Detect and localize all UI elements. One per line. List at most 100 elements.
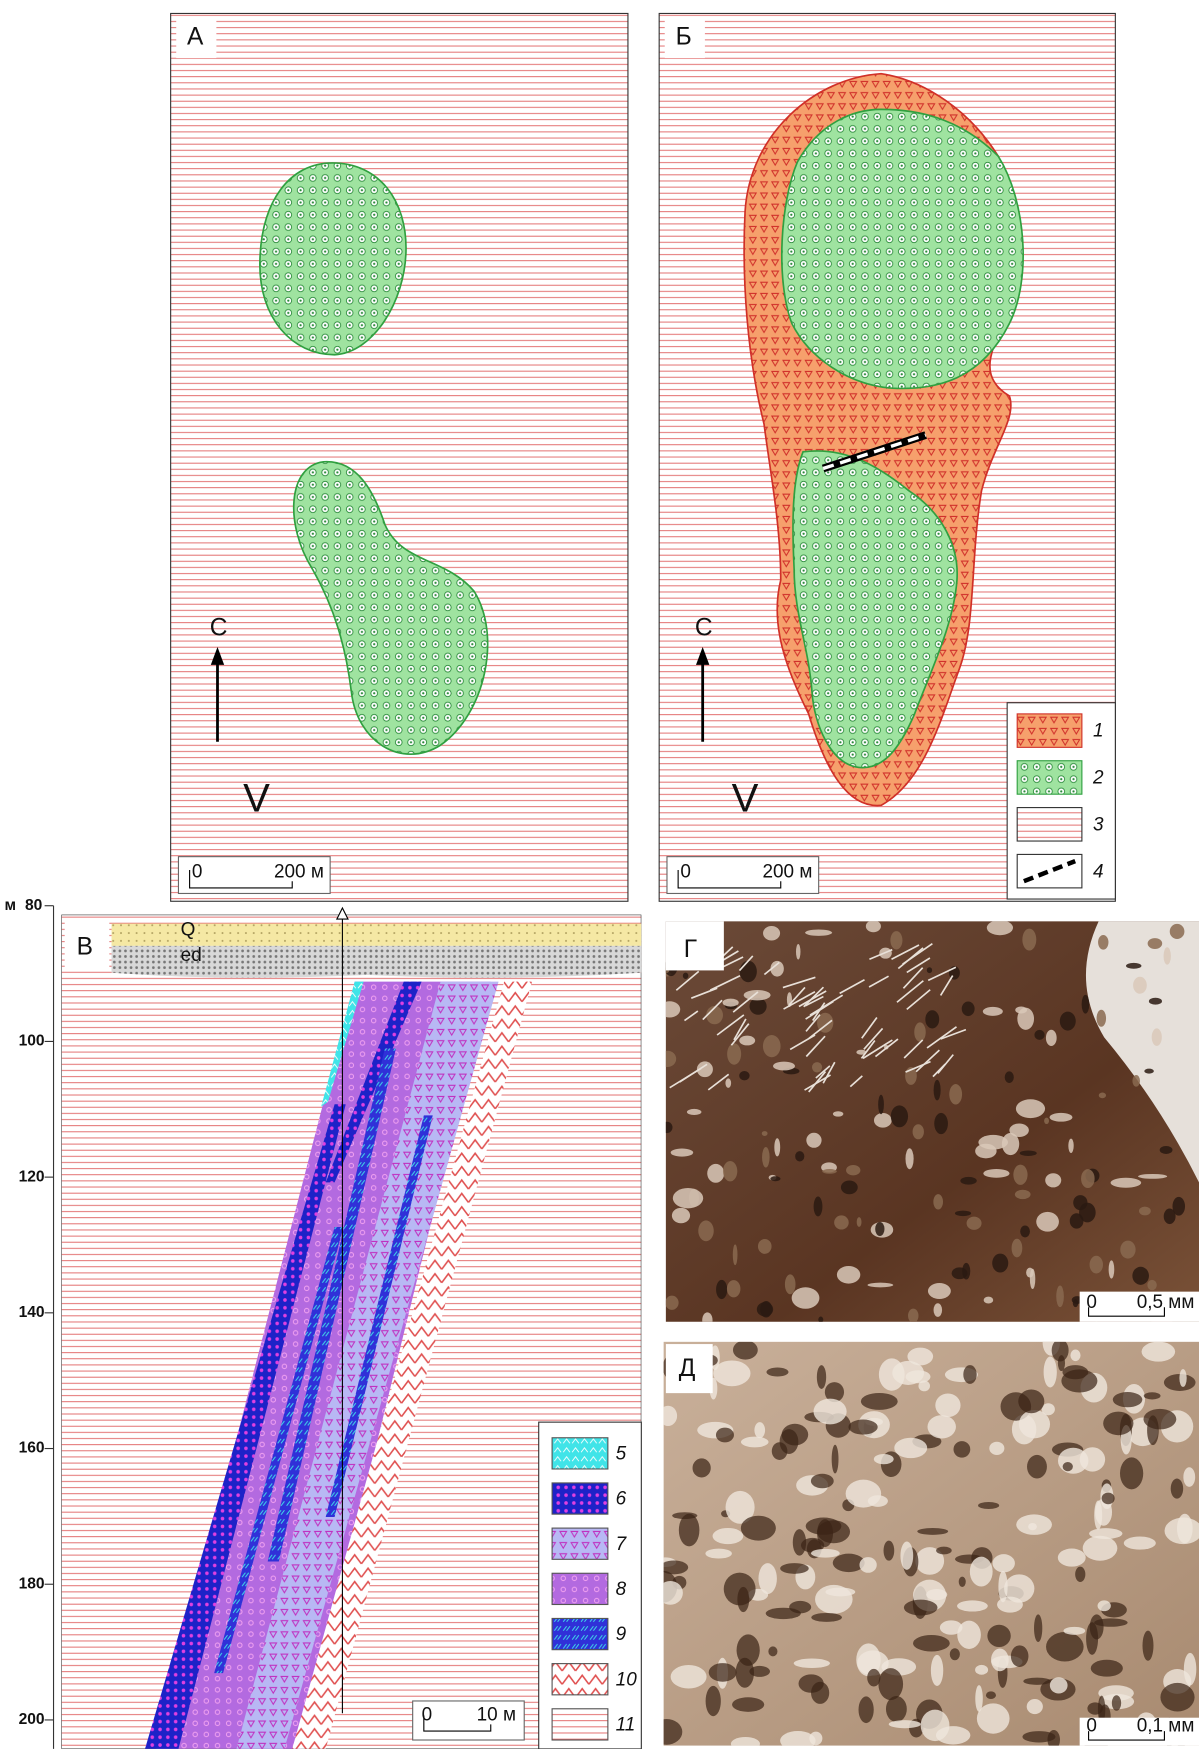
- grain: [1094, 1500, 1102, 1529]
- grain: [1070, 1213, 1084, 1228]
- grain: [841, 1181, 858, 1195]
- grain: [960, 1177, 976, 1185]
- grain: [672, 1208, 690, 1223]
- grain: [774, 1138, 780, 1156]
- grain: [970, 1557, 993, 1587]
- grain: [977, 1703, 1010, 1733]
- grain: [874, 1454, 894, 1464]
- grain: [792, 1287, 820, 1309]
- label: Q: [181, 919, 196, 940]
- grain: [1011, 1645, 1029, 1667]
- grain: [1164, 947, 1171, 964]
- grain: [739, 1071, 749, 1080]
- label: 200 м: [274, 861, 324, 882]
- legend-label: 5: [616, 1443, 627, 1464]
- label: С: [695, 615, 713, 642]
- grain: [1147, 1280, 1156, 1290]
- grain: [1026, 1268, 1034, 1278]
- grain: [1036, 1212, 1059, 1232]
- grain: [1020, 1150, 1037, 1156]
- grain: [950, 1648, 960, 1660]
- grain: [737, 1587, 749, 1612]
- grain: [983, 1169, 1009, 1178]
- grain: [889, 1720, 921, 1728]
- grain: [983, 1007, 1003, 1016]
- grain: [806, 1518, 842, 1535]
- grain: [813, 1399, 846, 1425]
- label: Г: [684, 936, 697, 963]
- grain: [1098, 1600, 1111, 1611]
- grain: [768, 1646, 777, 1656]
- label: 0,5 мм: [1137, 1292, 1195, 1313]
- grain: [993, 1554, 1015, 1572]
- figure: А С V 0 200 м Б С V 0 200 м 1234 В Q ed: [0, 0, 1199, 1749]
- depth-label: 80: [25, 897, 43, 914]
- grain: [1070, 1350, 1080, 1362]
- grain: [1170, 924, 1185, 939]
- grain: [811, 1549, 840, 1558]
- grain: [687, 1109, 702, 1115]
- grain: [1124, 1537, 1156, 1550]
- page: Geological figure {"maps": [ {"label": "…: [0, 0, 1199, 1749]
- grain: [758, 1239, 772, 1254]
- grain: [795, 1151, 804, 1161]
- legend-swatch: [1017, 714, 1082, 747]
- label: 0: [1086, 1716, 1097, 1737]
- grain: [1086, 1622, 1098, 1655]
- legend-label: 11: [616, 1715, 636, 1736]
- grain: [741, 1516, 776, 1541]
- grain: [1027, 1699, 1043, 1714]
- legend-swatch: [1017, 761, 1082, 794]
- grain: [659, 1051, 676, 1067]
- grain: [1102, 1493, 1115, 1505]
- grain: [1047, 1730, 1060, 1749]
- grain: [917, 1528, 948, 1535]
- body: А С V 0 200 м Б С V 0 200 м 1234 В Q ed: [0, 0, 1199, 1749]
- grain: [1098, 935, 1108, 950]
- grain: [659, 1406, 677, 1426]
- grain: [1109, 1260, 1115, 1278]
- grain: [1022, 929, 1036, 951]
- grain: [934, 1113, 948, 1134]
- grain: [874, 1113, 892, 1128]
- legend-label: 2: [1092, 768, 1104, 789]
- grain: [1018, 1389, 1044, 1413]
- grain: [1144, 1069, 1153, 1074]
- grain: [1073, 1299, 1078, 1307]
- grain: [936, 1547, 952, 1555]
- grain: [957, 1621, 981, 1649]
- grain: [772, 1442, 788, 1460]
- grain: [866, 920, 881, 932]
- grain: [1019, 1410, 1050, 1438]
- grain: [878, 1668, 903, 1700]
- grain: [975, 1144, 996, 1159]
- grain: [935, 1393, 960, 1417]
- label: м: [4, 897, 16, 914]
- grain: [890, 931, 902, 949]
- grain: [763, 1035, 781, 1057]
- grain: [733, 1340, 758, 1359]
- legend-swatch: [552, 1618, 608, 1649]
- grain: [891, 1105, 908, 1127]
- grain: [1103, 1412, 1133, 1436]
- grain: [848, 1419, 877, 1434]
- grain: [818, 1317, 823, 1323]
- depth-label: 140: [19, 1304, 45, 1321]
- label: 0: [192, 861, 203, 882]
- grain: [660, 1560, 688, 1574]
- shape: [171, 13, 628, 901]
- grain: [702, 1312, 712, 1328]
- grain: [1082, 995, 1090, 1014]
- grain: [716, 1280, 727, 1299]
- grain: [1016, 1099, 1045, 1118]
- grain: [1144, 1392, 1161, 1399]
- label: 0: [680, 861, 691, 882]
- grain: [913, 1635, 950, 1651]
- grain: [698, 1220, 713, 1241]
- grain: [1034, 1614, 1042, 1642]
- grain: [1046, 1030, 1057, 1046]
- grain: [713, 1528, 744, 1544]
- grain: [957, 1600, 988, 1611]
- grain: [1126, 963, 1141, 969]
